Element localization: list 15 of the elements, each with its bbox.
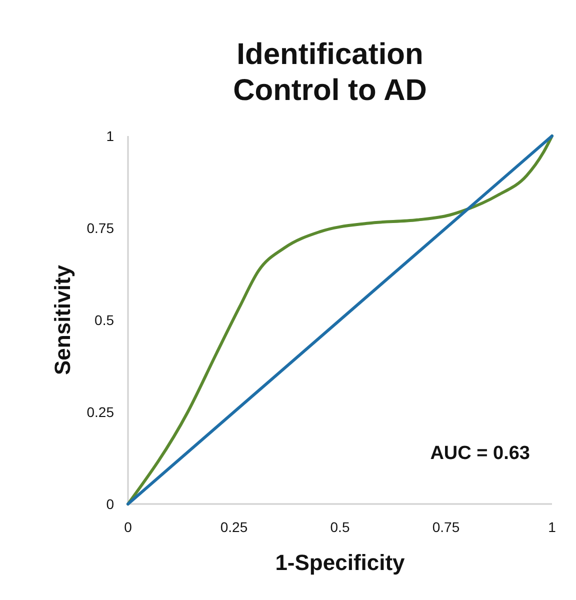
y-axis-title: Sensitivity <box>50 264 75 376</box>
x-tick-label: 0 <box>124 519 132 535</box>
y-tick-label: 0.75 <box>86 220 114 236</box>
chart-title: Identification Control to AD <box>233 38 427 107</box>
y-tick-label: 0.25 <box>86 404 114 420</box>
y-tick-label: 0 <box>106 496 114 512</box>
x-tick-label: 0.25 <box>220 519 248 535</box>
x-axis-title: 1-Specificity <box>275 550 406 575</box>
x-tick-label: 0.75 <box>432 519 460 535</box>
y-tick-label: 1 <box>106 128 114 144</box>
x-tick-label: 0.5 <box>330 519 350 535</box>
y-tick-label: 0.5 <box>94 312 114 328</box>
annotation: AUC = 0.63 <box>430 443 530 464</box>
x-tick-label: 1 <box>548 519 556 535</box>
line-series <box>126 134 554 506</box>
